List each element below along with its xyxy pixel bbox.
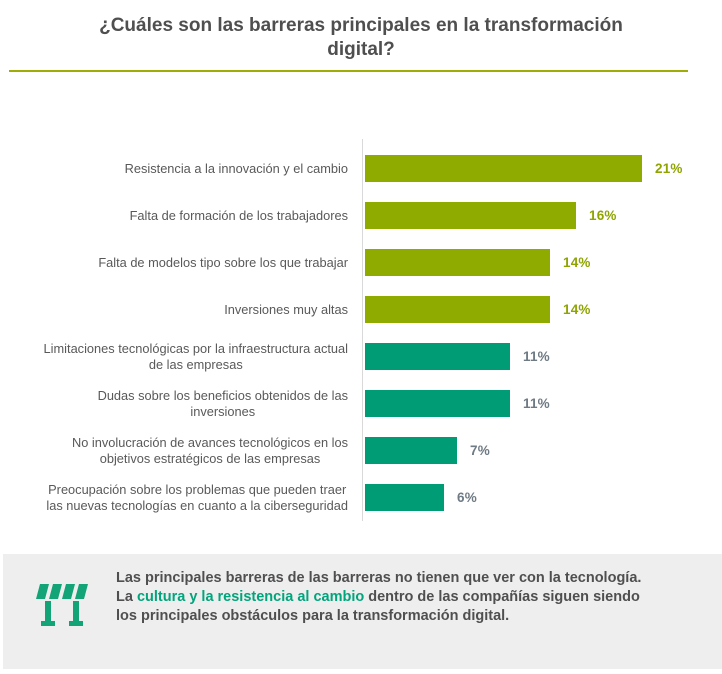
bar-row: Dudas sobre los beneficios obtenidos de … bbox=[0, 380, 722, 427]
bar-chart: Resistencia a la innovación y el cambio 2… bbox=[0, 139, 722, 521]
value-label: 14% bbox=[563, 255, 591, 270]
category-label: No involucración de avances tecnológicos… bbox=[71, 434, 348, 466]
category-label: Falta de modelos tipo sobre los que trab… bbox=[98, 254, 348, 270]
category-label: Falta de formación de los trabajadores bbox=[129, 207, 348, 223]
insight-callout: Las principales barreras de las barreras… bbox=[3, 554, 722, 669]
bar bbox=[365, 343, 510, 370]
bar bbox=[365, 437, 457, 464]
chart-title: ¿Cuáles son las barreras principales en … bbox=[99, 15, 623, 60]
category-label: Inversiones muy altas bbox=[224, 301, 348, 317]
bar-row: Limitaciones tecnológicas por la infraes… bbox=[0, 333, 722, 380]
value-label: 14% bbox=[563, 302, 591, 317]
category-label: Preocupación sobre los problemas que pue… bbox=[46, 481, 348, 513]
value-label: 6% bbox=[457, 490, 477, 505]
bar-row: Falta de modelos tipo sobre los que trab… bbox=[0, 239, 722, 286]
value-label: 7% bbox=[470, 443, 490, 458]
value-label: 11% bbox=[523, 396, 550, 411]
bar-row: Falta de formación de los trabajadores 16… bbox=[0, 192, 722, 239]
bar bbox=[365, 484, 444, 511]
insight-text-before: Las principales barreras de las barreras… bbox=[116, 570, 642, 605]
insight-text: Las principales barreras de las barreras… bbox=[116, 569, 644, 626]
value-label: 16% bbox=[589, 208, 617, 223]
bar bbox=[365, 296, 550, 323]
bar-rows: Resistencia a la innovación y el cambio 2… bbox=[0, 145, 722, 521]
bar-row: Resistencia a la innovación y el cambio 2… bbox=[0, 145, 722, 192]
category-axis-line bbox=[362, 139, 363, 521]
bar-row: No involucración de avances tecnológicos… bbox=[0, 427, 722, 474]
bar bbox=[365, 249, 550, 276]
page: { "header": { "title": "¿Cuáles son las … bbox=[0, 14, 722, 674]
insight-text-after: dentro de las compañías siguen siendo lo… bbox=[116, 589, 640, 624]
bar-row: Preocupación sobre los problemas que pue… bbox=[0, 474, 722, 521]
value-label: 21% bbox=[655, 161, 683, 176]
title-divider bbox=[9, 70, 688, 72]
bar bbox=[365, 155, 642, 182]
category-label: Limitaciones tecnológicas por la infraes… bbox=[43, 340, 348, 372]
value-label: 11% bbox=[523, 349, 550, 364]
bar bbox=[365, 202, 576, 229]
bar-row: Inversiones muy altas 14% bbox=[0, 286, 722, 333]
category-label: Resistencia a la innovación y el cambio bbox=[124, 160, 348, 176]
insight-text-highlight: cultura y la resistencia al cambio bbox=[136, 589, 365, 605]
barrier-icon bbox=[36, 584, 88, 631]
category-label: Dudas sobre los beneficios obtenidos de … bbox=[97, 387, 348, 419]
bar bbox=[365, 390, 510, 417]
